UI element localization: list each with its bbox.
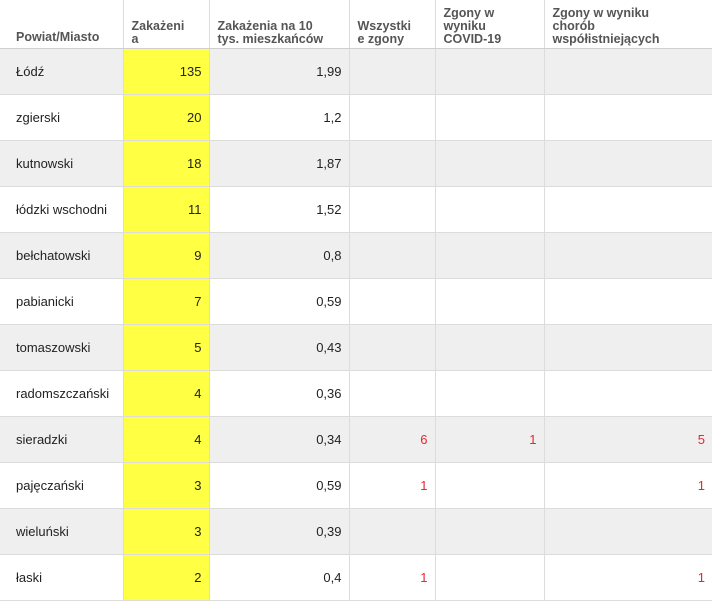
cases-cell: 135 bbox=[122, 48, 209, 95]
per10k-cell: 0,36 bbox=[208, 370, 349, 417]
table-row: tomaszowski 5 0,43 bbox=[0, 324, 712, 371]
cases-cell: 7 bbox=[122, 278, 209, 325]
comorbidity-deaths-cell bbox=[543, 232, 712, 279]
table-row: radomszczański 4 0,36 bbox=[0, 370, 712, 417]
per10k-cell: 0,34 bbox=[208, 416, 349, 463]
covid-deaths-cell bbox=[434, 232, 544, 279]
county-name: łaski bbox=[0, 554, 123, 601]
cases-cell: 5 bbox=[122, 324, 209, 371]
comorbidity-deaths-cell: 1 bbox=[543, 554, 712, 601]
per10k-cell: 0,39 bbox=[208, 508, 349, 555]
comorbidity-deaths-cell bbox=[543, 140, 712, 187]
per10k-cell: 0,4 bbox=[208, 554, 349, 601]
comorbidity-deaths-cell bbox=[543, 508, 712, 555]
table-row: wieluński 3 0,39 bbox=[0, 508, 712, 555]
comorbidity-deaths-cell bbox=[543, 370, 712, 417]
covid-deaths-cell bbox=[434, 140, 544, 187]
county-name: tomaszowski bbox=[0, 324, 123, 371]
table-row: Łódź 135 1,99 bbox=[0, 48, 712, 95]
table-row: łaski 2 0,4 1 1 bbox=[0, 554, 712, 601]
per10k-cell: 0,59 bbox=[208, 462, 349, 509]
per10k-cell: 1,52 bbox=[208, 186, 349, 233]
covid-deaths-cell bbox=[434, 508, 544, 555]
comorbidity-deaths-cell bbox=[543, 278, 712, 325]
all-deaths-cell: 1 bbox=[348, 554, 435, 601]
all-deaths-cell bbox=[348, 232, 435, 279]
all-deaths-cell bbox=[348, 48, 435, 95]
comorbidity-deaths-cell bbox=[543, 94, 712, 141]
header-county[interactable]: Powiat/Miasto bbox=[0, 0, 123, 49]
comorbidity-deaths-cell bbox=[543, 324, 712, 371]
comorbidity-deaths-cell: 1 bbox=[543, 462, 712, 509]
header-all-deaths[interactable]: Wszystki e zgony bbox=[348, 0, 435, 49]
per10k-cell: 0,59 bbox=[208, 278, 349, 325]
all-deaths-cell bbox=[348, 278, 435, 325]
covid-deaths-cell bbox=[434, 94, 544, 141]
all-deaths-cell bbox=[348, 186, 435, 233]
table-row: sieradzki 4 0,34 6 1 5 bbox=[0, 416, 712, 463]
cases-cell: 20 bbox=[122, 94, 209, 141]
covid-deaths-cell: 1 bbox=[434, 416, 544, 463]
table-row: pabianicki 7 0,59 bbox=[0, 278, 712, 325]
table-row: łódzki wschodni 11 1,52 bbox=[0, 186, 712, 233]
county-name: zgierski bbox=[0, 94, 123, 141]
all-deaths-cell bbox=[348, 370, 435, 417]
county-name: pabianicki bbox=[0, 278, 123, 325]
comorbidity-deaths-cell bbox=[543, 48, 712, 95]
cases-cell: 9 bbox=[122, 232, 209, 279]
all-deaths-cell: 1 bbox=[348, 462, 435, 509]
header-covid-deaths[interactable]: Zgony w wyniku COVID-19 bbox=[434, 0, 544, 49]
county-name: sieradzki bbox=[0, 416, 123, 463]
table-row: zgierski 20 1,2 bbox=[0, 94, 712, 141]
header-cases[interactable]: Zakażeni a bbox=[122, 0, 209, 49]
cases-cell: 4 bbox=[122, 416, 209, 463]
per10k-cell: 1,99 bbox=[208, 48, 349, 95]
covid-deaths-cell bbox=[434, 462, 544, 509]
table-row: kutnowski 18 1,87 bbox=[0, 140, 712, 187]
per10k-cell: 0,8 bbox=[208, 232, 349, 279]
county-name: kutnowski bbox=[0, 140, 123, 187]
county-name: bełchatowski bbox=[0, 232, 123, 279]
table-row: pajęczański 3 0,59 1 1 bbox=[0, 462, 712, 509]
comorbidity-deaths-cell: 5 bbox=[543, 416, 712, 463]
cases-cell: 18 bbox=[122, 140, 209, 187]
covid-deaths-cell bbox=[434, 370, 544, 417]
cases-cell: 11 bbox=[122, 186, 209, 233]
covid-deaths-cell bbox=[434, 278, 544, 325]
covid-deaths-cell bbox=[434, 324, 544, 371]
cases-cell: 2 bbox=[122, 554, 209, 601]
all-deaths-cell bbox=[348, 324, 435, 371]
all-deaths-cell: 6 bbox=[348, 416, 435, 463]
all-deaths-cell bbox=[348, 94, 435, 141]
county-name: pajęczański bbox=[0, 462, 123, 509]
all-deaths-cell bbox=[348, 508, 435, 555]
county-name: łódzki wschodni bbox=[0, 186, 123, 233]
all-deaths-cell bbox=[348, 140, 435, 187]
county-name: wieluński bbox=[0, 508, 123, 555]
header-per10k[interactable]: Zakażenia na 10 tys. mieszkańców bbox=[208, 0, 349, 49]
county-name: Łódź bbox=[0, 48, 123, 95]
cases-cell: 3 bbox=[122, 508, 209, 555]
table-row: bełchatowski 9 0,8 bbox=[0, 232, 712, 279]
county-name: radomszczański bbox=[0, 370, 123, 417]
covid-deaths-cell bbox=[434, 554, 544, 601]
covid-deaths-cell bbox=[434, 48, 544, 95]
per10k-cell: 1,2 bbox=[208, 94, 349, 141]
header-row: Powiat/Miasto Zakażeni a Zakażenia na 10 t… bbox=[0, 0, 712, 49]
comorbidity-deaths-cell bbox=[543, 186, 712, 233]
header-comorbidity-deaths[interactable]: Zgony w wyniku chorób współistniejących bbox=[543, 0, 712, 49]
per10k-cell: 0,43 bbox=[208, 324, 349, 371]
cases-cell: 4 bbox=[122, 370, 209, 417]
per10k-cell: 1,87 bbox=[208, 140, 349, 187]
cases-cell: 3 bbox=[122, 462, 209, 509]
covid-deaths-cell bbox=[434, 186, 544, 233]
